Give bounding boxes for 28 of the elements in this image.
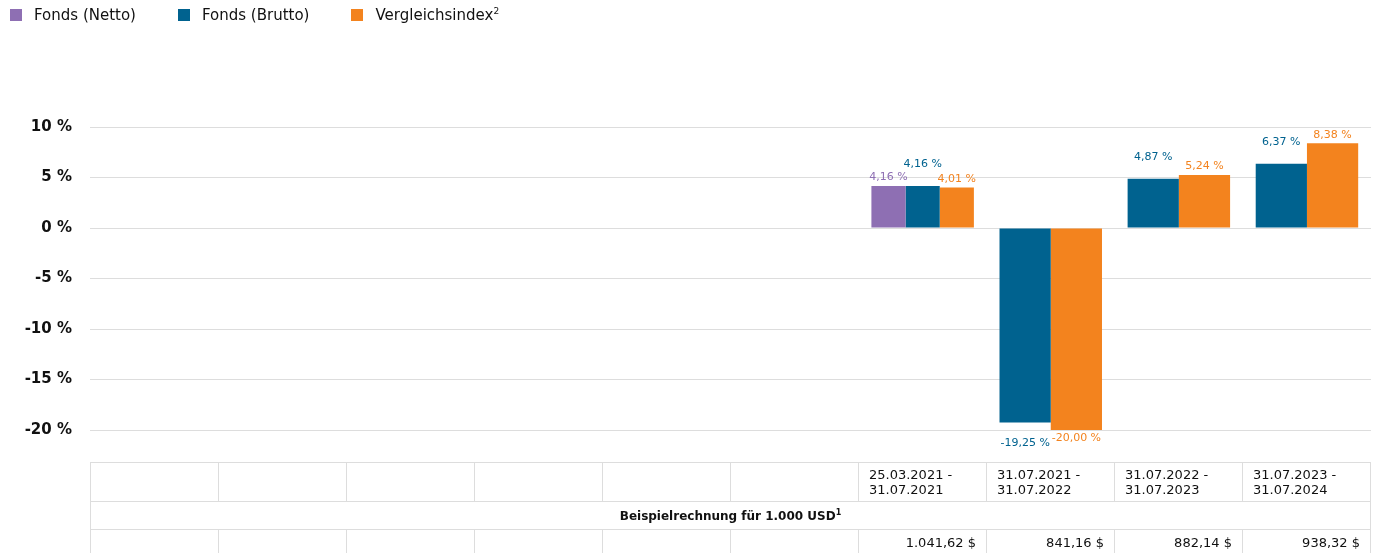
text: 1.041,62 $ [858,529,987,553]
x-tick-label: 31.07.2022 - 31.07.2023 [1114,462,1243,502]
data-label: -20,00 % [1051,431,1102,445]
text: 841,16 $ [986,529,1115,553]
text: 938,32 $ [1242,529,1371,553]
text: Beispielrechnung für 1.000 USD$^{1}$ [90,501,1371,530]
y-tick-label: 0 % [41,217,72,236]
y-tick-label: 5 % [41,167,72,186]
data-label: 8,38 % [1313,127,1352,141]
text: 882,14 $ [1114,529,1243,553]
data-label: 4,01 % [937,171,977,185]
data-label: 5,24 % [1185,159,1224,173]
x-tick-label: 31.07.2021 - 31.07.2022 [986,462,1115,502]
x-tick-label: 31.07.2023 - 31.07.2024 [1242,462,1371,502]
data-label: 4,16 % [903,157,942,171]
y-tick-label: -20 % [24,419,72,438]
y-tick-label: -15 % [24,369,72,388]
y-tick-label: -10 % [24,318,72,337]
y-tick-label: -5 % [35,268,72,287]
legend-label: Fonds (Netto) [34,6,136,24]
legend-label: Fonds (Brutto) [201,6,310,24]
data-label: -19,25 % [1000,435,1050,449]
data-label: 6,37 % [1262,135,1301,149]
legend-label: Vergleichsindex$^{2}$ [375,6,500,24]
data-label: 4,87 % [1134,150,1173,164]
x-tick-label: 25.03.2021 - 31.07.2021 [858,462,987,502]
data-label: 4,16 % [869,170,908,184]
y-tick-label: 10 % [30,116,72,135]
